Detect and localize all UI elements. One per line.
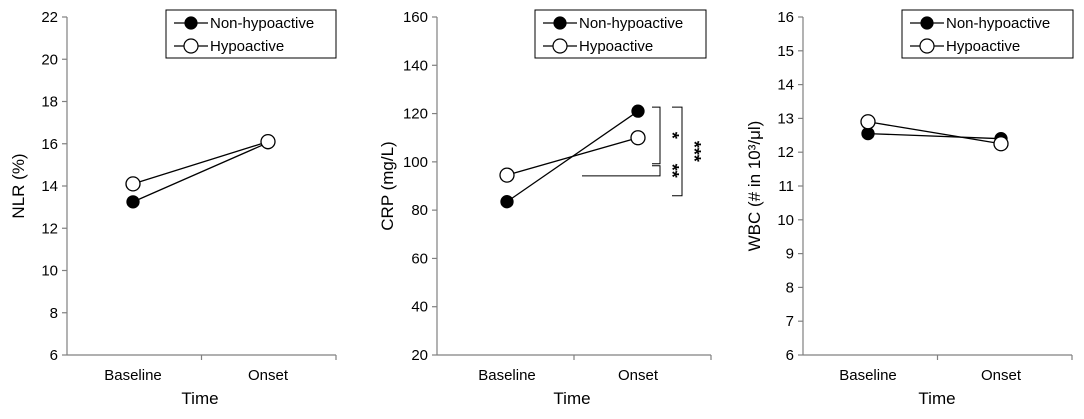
x-tick-label: Baseline [478, 367, 536, 384]
y-tick-label: 12 [41, 220, 58, 237]
series-line-non-hypoactive [132, 142, 269, 203]
y-tick-label: 10 [777, 212, 794, 229]
x-tick-label: Onset [248, 367, 289, 384]
significance-label: * [662, 132, 682, 139]
series-line-hypoactive [132, 141, 269, 185]
chart-panel-3: 6 7 8 9 10 11 12 13 14 15 16 Baseline Onset Time WBC (… [745, 9, 1074, 408]
chart-panel-2: 20 40 60 80 100 120 140 160 Baseline Onset Time CRP… [378, 9, 712, 408]
y-tick-label: 15 [777, 43, 794, 60]
legend: Non-hypoactive Hypoactive [534, 9, 707, 59]
y-tick-label: 6 [786, 347, 794, 364]
legend-marker-open [183, 38, 199, 54]
data-point-hypoactive [125, 176, 141, 192]
significance-bracket [652, 106, 661, 165]
y-tick-label: 10 [41, 263, 58, 280]
y-tick-label: 8 [786, 279, 794, 296]
significance-bracket [582, 165, 661, 177]
legend: Non-hypoactive Hypoactive [165, 9, 337, 59]
y-axis-title: WBC (# in 10³/μl) [745, 121, 764, 252]
y-tick-label: 16 [41, 136, 58, 153]
y-tick-label: 40 [411, 299, 428, 316]
y-tick-label: 22 [41, 9, 58, 26]
y-tick-label: 16 [777, 9, 794, 26]
legend-marker-open [919, 38, 935, 54]
x-tick-label: Onset [618, 367, 659, 384]
significance-label: ** [662, 164, 682, 178]
x-tick-label: Baseline [839, 367, 897, 384]
x-tick-label: Baseline [104, 367, 162, 384]
data-point-non-hypoactive [631, 104, 645, 118]
data-point-non-hypoactive [500, 195, 514, 209]
y-tick-label: 9 [786, 246, 794, 263]
data-point-hypoactive [630, 130, 646, 146]
data-point-hypoactive [499, 167, 515, 183]
x-axis-title: Time [918, 389, 955, 408]
legend-label: Non-hypoactive [579, 15, 683, 32]
x-axis-title: Time [181, 389, 218, 408]
legend-label: Non-hypoactive [946, 15, 1050, 32]
significance-label: *** [684, 141, 704, 162]
chart-panel-1: 6 8 10 12 14 16 18 20 22 Baseline Onset Time NLR (%)… [9, 9, 337, 408]
y-tick-label: 14 [777, 77, 794, 94]
data-point-hypoactive [260, 133, 276, 150]
legend-label: Hypoactive [946, 38, 1020, 55]
y-tick-label: 20 [411, 347, 428, 364]
series-line-hypoactive [867, 121, 1002, 145]
legend-label: Hypoactive [210, 38, 284, 55]
legend-marker-open [552, 38, 568, 54]
series-line-hypoactive [506, 137, 639, 176]
legend-label: Hypoactive [579, 38, 653, 55]
y-tick-label: 18 [41, 94, 58, 111]
legend-marker-filled [184, 16, 198, 30]
y-tick-label: 80 [411, 202, 428, 219]
y-tick-label: 13 [777, 110, 794, 127]
y-tick-label: 100 [403, 154, 428, 171]
legend-label: Non-hypoactive [210, 15, 314, 32]
x-tick-label: Onset [981, 367, 1022, 384]
y-tick-label: 60 [411, 250, 428, 267]
y-tick-label: 140 [403, 57, 428, 74]
y-tick-label: 11 [778, 178, 794, 195]
x-axis-title: Time [553, 389, 590, 408]
y-tick-label: 8 [50, 305, 58, 322]
data-point-hypoactive [993, 136, 1009, 152]
legend: Non-hypoactive Hypoactive [901, 9, 1074, 59]
y-tick-label: 14 [41, 178, 58, 195]
y-tick-label: 160 [403, 9, 428, 26]
y-tick-label: 7 [786, 313, 794, 330]
y-axis-title: CRP (mg/L) [378, 141, 397, 230]
data-point-hypoactive [860, 114, 876, 130]
y-tick-label: 6 [50, 347, 58, 364]
y-tick-label: 120 [403, 106, 428, 123]
y-tick-label: 20 [41, 51, 58, 68]
series-line-non-hypoactive [867, 132, 1002, 140]
legend-marker-filled [553, 16, 567, 30]
significance-bracket [672, 106, 683, 197]
y-tick-label: 12 [777, 144, 794, 161]
data-point-non-hypoactive [126, 195, 140, 209]
y-axis-title: NLR (%) [9, 153, 28, 218]
legend-marker-filled [920, 16, 934, 30]
